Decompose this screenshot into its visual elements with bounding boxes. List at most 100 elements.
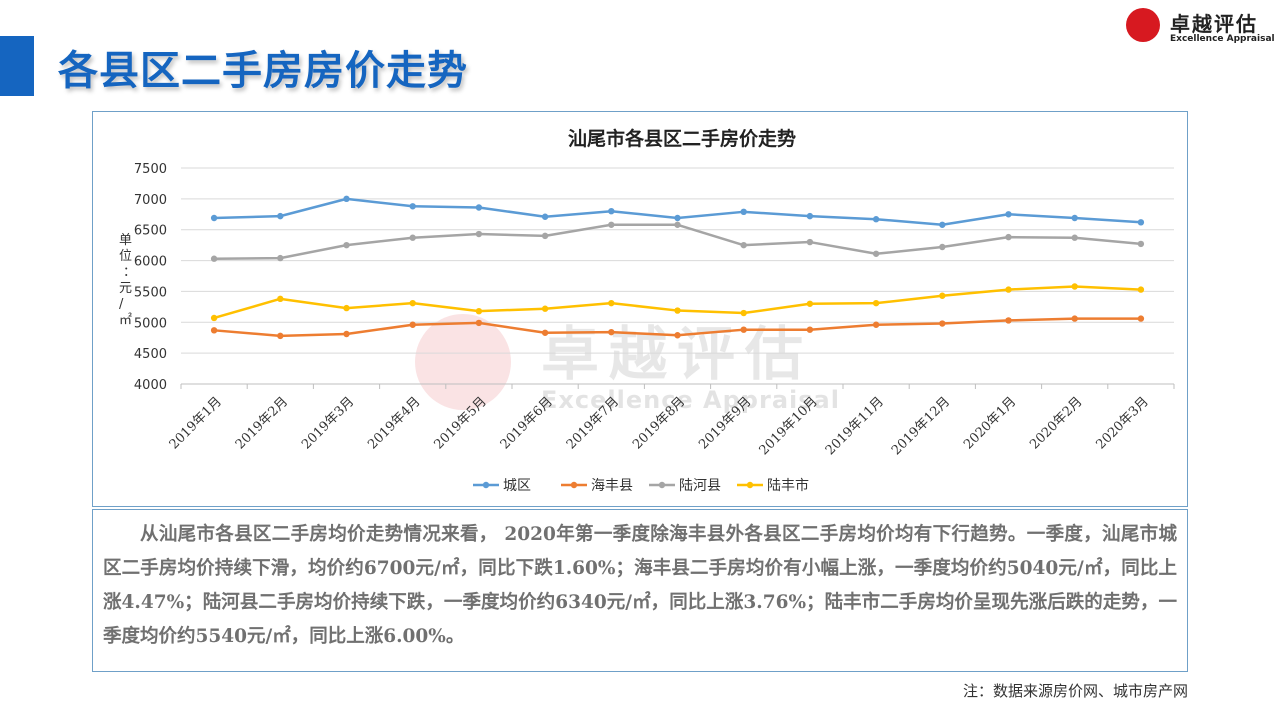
summary-text: 从汕尾市各县区二手房均价走势情况来看， 2020年第一季度除海丰县外各县区二手房… [92, 509, 1188, 672]
watermark-text-en: Excellence Appraisal [541, 386, 840, 414]
legend-label: 城区 [503, 478, 531, 494]
series-2 [210, 221, 1145, 262]
data-point [1071, 234, 1078, 241]
legend-item: 陆河县 [649, 478, 721, 494]
data-point [409, 321, 416, 328]
x-tick-label: 2019年6月 [498, 394, 556, 452]
legend-label: 陆河县 [679, 478, 721, 494]
data-point [1005, 233, 1012, 241]
data-point [277, 295, 284, 303]
company-logo: 卓越评估 Excellence Appraisal [1126, 6, 1276, 46]
y-axis-label: 单位：元/㎡ [119, 233, 136, 328]
y-tick-label: 5500 [134, 285, 167, 300]
legend-item: 海丰县 [561, 478, 633, 494]
y-tick-label: 4000 [134, 378, 167, 393]
data-point [409, 299, 416, 307]
series-3 [210, 283, 1145, 322]
legend-marker [482, 481, 490, 489]
data-point [740, 309, 747, 317]
x-tick-label: 2019年12月 [889, 394, 953, 458]
data-point [674, 332, 681, 339]
data-point [872, 250, 880, 257]
data-point [608, 299, 615, 307]
data-point [674, 307, 681, 314]
data-point [1071, 214, 1078, 222]
data-point [409, 203, 416, 210]
watermark-logo-icon [415, 314, 511, 410]
title-accent-bar [0, 36, 34, 96]
data-point [872, 216, 880, 223]
data-point [409, 234, 416, 241]
data-point [939, 320, 946, 327]
data-point [1005, 286, 1012, 293]
watermark: 卓越评估 Excellence Appraisal [415, 314, 840, 414]
x-tick-label: 2019年3月 [299, 394, 357, 452]
legend-label: 陆丰市 [767, 477, 809, 494]
series-0 [210, 195, 1145, 228]
data-point [1137, 286, 1145, 293]
series-1 [210, 315, 1145, 340]
data-point [277, 212, 284, 220]
y-tick-label: 5000 [134, 316, 167, 331]
legend-marker [658, 481, 666, 489]
data-point [541, 305, 549, 312]
logo-mark-icon [1126, 8, 1160, 42]
y-axis-ticks: 4000 4500 5000 5500 6000 6500 7000 7500 [134, 162, 167, 393]
data-point [939, 221, 946, 228]
data-point [1137, 219, 1145, 226]
data-point [674, 221, 681, 228]
data-point [343, 241, 350, 249]
legend-marker [746, 481, 754, 489]
data-point [210, 314, 218, 322]
data-point [939, 292, 946, 299]
y-tick-label: 4500 [134, 347, 167, 362]
x-tick-label: 2020年1月 [961, 394, 1019, 452]
data-point [740, 326, 747, 333]
source-note: 注：数据来源房价网、城市房产网 [962, 682, 1188, 700]
y-tick-label: 6000 [134, 255, 167, 270]
data-point [475, 204, 483, 211]
x-tick-label: 2020年2月 [1027, 394, 1085, 452]
legend-item: 陆丰市 [737, 477, 809, 494]
data-point [475, 307, 483, 315]
data-point [872, 321, 880, 328]
x-tick-label: 2019年4月 [365, 394, 423, 452]
data-point [806, 212, 814, 220]
x-tick-label: 2019年1月 [167, 394, 225, 452]
logo-text-cn: 卓越评估 [1170, 12, 1258, 36]
data-point [806, 238, 814, 246]
y-tick-label: 7500 [134, 162, 167, 177]
data-point [210, 255, 218, 262]
data-point [806, 300, 814, 307]
data-point [541, 213, 549, 220]
legend-item: 城区 [473, 478, 531, 494]
data-point [277, 332, 284, 340]
data-point [806, 326, 814, 333]
line-chart: 卓越评估 Excellence Appraisal 汕尾市各县区二手房价走势 4… [119, 127, 1175, 494]
data-point [210, 214, 218, 222]
data-point [1005, 211, 1012, 218]
data-point [277, 254, 284, 262]
data-point [343, 330, 350, 338]
page-title: 各县区二手房房价走势 [58, 48, 468, 94]
x-tick-label: 2020年3月 [1093, 394, 1151, 452]
data-point [1071, 315, 1078, 322]
data-point [1071, 283, 1078, 290]
data-point [608, 221, 615, 228]
data-point [939, 243, 946, 251]
data-point [343, 195, 350, 203]
data-point [475, 319, 483, 327]
data-point [1137, 240, 1145, 248]
data-point [343, 304, 350, 312]
data-point [210, 327, 218, 334]
data-point [740, 241, 747, 249]
chart-panel: 卓越评估 Excellence Appraisal 汕尾市各县区二手房价走势 4… [92, 111, 1188, 507]
data-point [1005, 317, 1012, 324]
data-point [541, 232, 549, 240]
legend: 城区 海丰县 陆河县 陆丰市 [473, 477, 809, 494]
x-tick-label: 2019年2月 [233, 394, 291, 452]
data-point [608, 328, 615, 336]
chart-title: 汕尾市各县区二手房价走势 [568, 127, 796, 150]
data-point [740, 208, 747, 216]
data-point [674, 214, 681, 222]
